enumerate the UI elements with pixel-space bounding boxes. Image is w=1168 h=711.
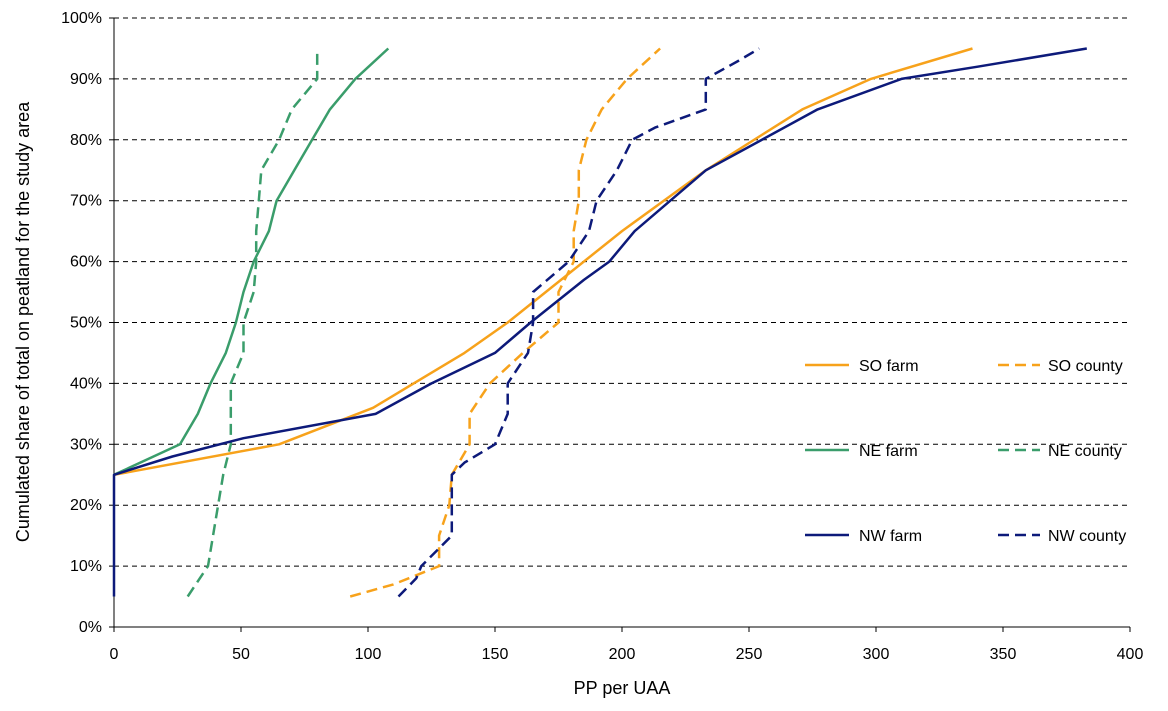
x-tick-label: 350	[990, 646, 1017, 663]
y-tick-label: 40%	[70, 375, 102, 392]
x-tick-label: 150	[482, 646, 509, 663]
tick-labels: 0% 10% 20% 30% 40% 50% 60% 70% 80% 90% 100% 0 50 100 1…	[61, 10, 1143, 663]
y-tick-label: 30%	[70, 436, 102, 453]
y-tick-label: 20%	[70, 497, 102, 514]
y-tick-label: 60%	[70, 254, 102, 271]
x-tick-label: 100	[355, 646, 382, 663]
legend-label: SO county	[1048, 358, 1123, 375]
series-line-ne-farm	[113, 47, 390, 476]
y-tick-label: 50%	[70, 315, 102, 332]
series-lines	[112, 47, 1088, 598]
x-tick-label: 250	[736, 646, 763, 663]
x-tick-label: 50	[232, 646, 250, 663]
y-tick-label: 0%	[79, 619, 102, 636]
series-line-ne-county	[186, 48, 319, 598]
legend-label: NE county	[1048, 443, 1122, 460]
series-line-so-county	[349, 47, 661, 598]
y-tick-label: 10%	[70, 558, 102, 575]
y-axis-title: Cumulated share of total on peatland for…	[13, 101, 33, 542]
legend-label: NW county	[1048, 528, 1126, 545]
x-tick-label: 300	[863, 646, 890, 663]
series-line-nw-county	[397, 47, 760, 598]
legend-label: SO farm	[859, 358, 919, 375]
gridlines	[114, 17, 1130, 567]
x-tick-label: 0	[110, 646, 119, 663]
y-tick-label: 90%	[70, 71, 102, 88]
x-tick-label: 200	[609, 646, 636, 663]
y-tick-label: 80%	[70, 132, 102, 149]
legend-label: NE farm	[859, 443, 918, 460]
y-tick-label: 70%	[70, 193, 102, 210]
legend-label: NW farm	[859, 528, 922, 545]
x-tick-label: 400	[1117, 646, 1144, 663]
y-tick-label: 100%	[61, 10, 102, 27]
series-line-nw-farm	[112, 47, 1088, 597]
x-axis-title: PP per UAA	[574, 678, 671, 698]
legend: SO farm SO county NE farm NE county NW farm N…	[805, 358, 1126, 545]
